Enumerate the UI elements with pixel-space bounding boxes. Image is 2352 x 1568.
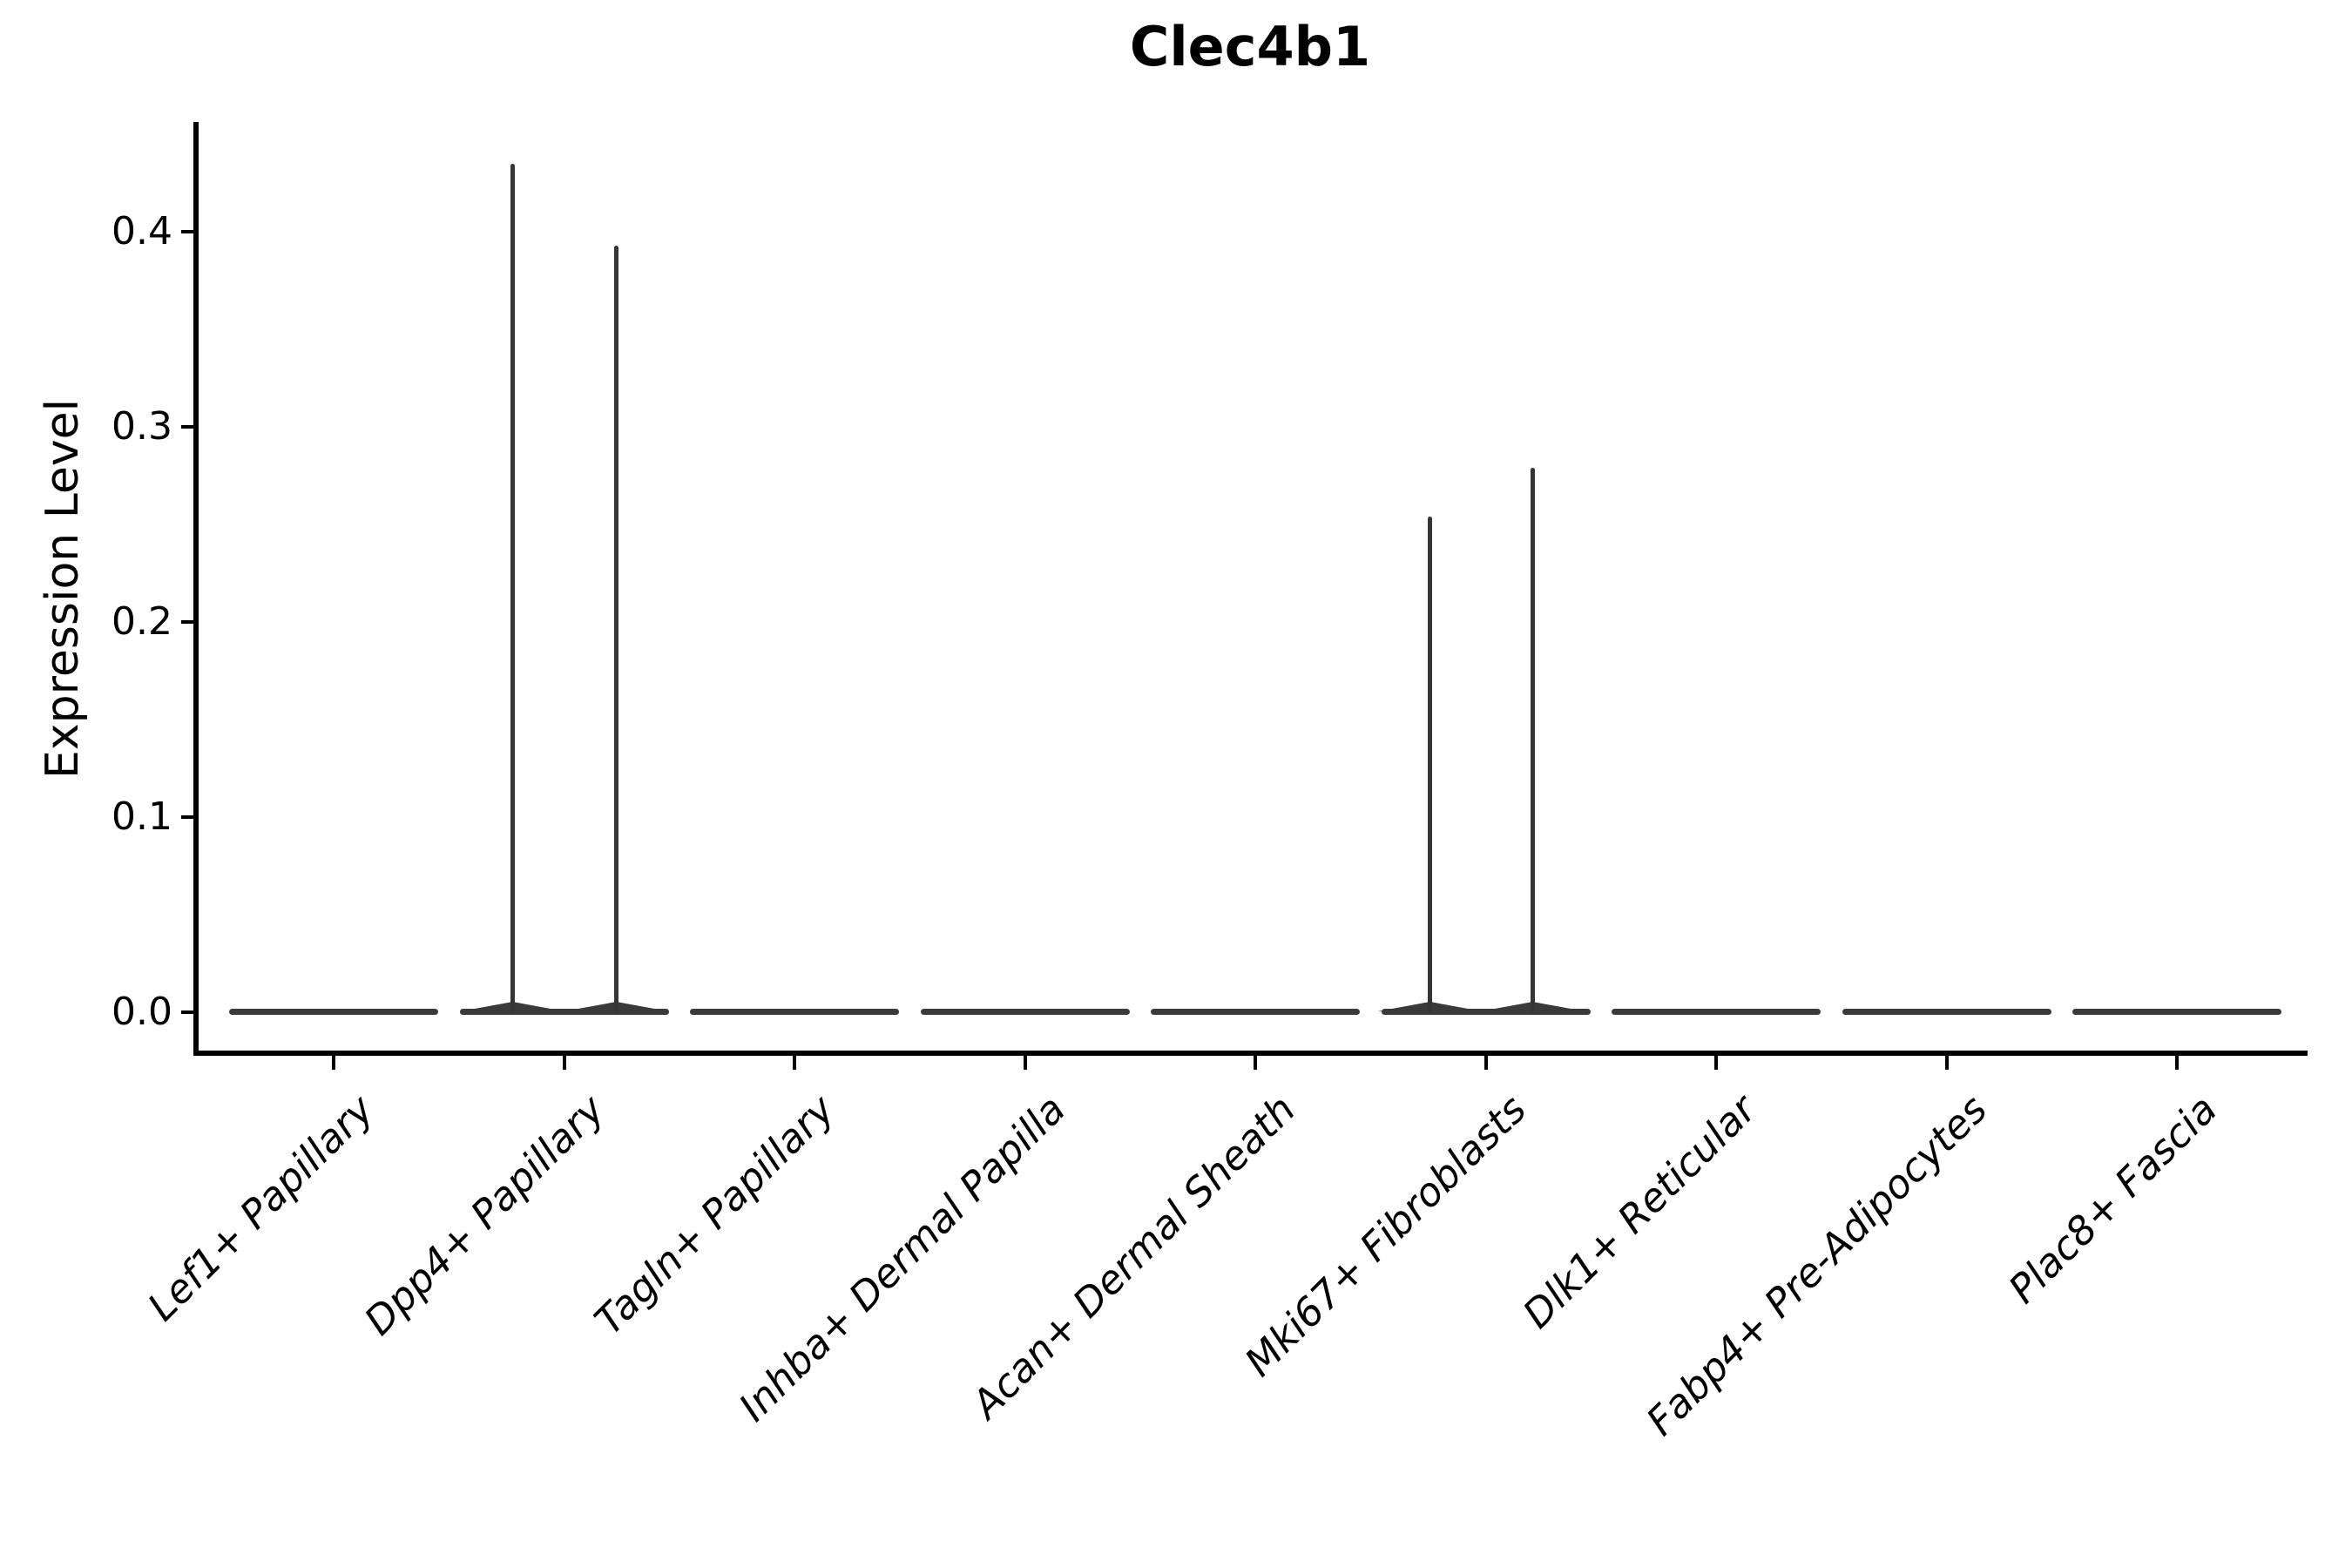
x-tick-label: Dlk1+ Reticular — [1513, 1085, 1766, 1338]
x-axis-spine — [193, 1051, 2308, 1056]
y-tick — [181, 815, 193, 819]
violin-body — [1842, 1009, 2051, 1015]
violin-body — [2072, 1009, 2281, 1015]
chart-title: Clec4b1 — [1129, 15, 1371, 78]
x-tick-label: Fabp4+ Pre-Adipocytes — [1637, 1085, 1996, 1445]
x-tick — [1944, 1056, 1949, 1070]
x-tick — [1484, 1056, 1488, 1070]
violin-body — [690, 1009, 899, 1015]
x-tick — [2175, 1056, 2179, 1070]
y-tick — [181, 230, 193, 233]
violin-spike — [1530, 468, 1535, 1012]
y-tick — [181, 620, 193, 624]
x-tick — [1023, 1056, 1027, 1070]
x-tick — [562, 1056, 566, 1070]
x-tick-label: Tagln+ Papillary — [585, 1085, 844, 1344]
violin-spike — [510, 163, 515, 1012]
violin-spike — [613, 245, 618, 1012]
x-tick-label: Plac8+ Fascia — [1999, 1085, 2227, 1313]
y-tick-label: 0.4 — [112, 209, 172, 253]
violin-spike — [1427, 517, 1432, 1012]
x-tick-label: Inhba+ Dermal Papilla — [729, 1085, 1074, 1430]
x-tick — [1714, 1056, 1718, 1070]
violin-body — [1612, 1009, 1821, 1015]
y-tick-label: 0.3 — [112, 404, 172, 449]
y-tick — [181, 425, 193, 429]
violin-body — [459, 1009, 669, 1015]
y-tick-label: 0.2 — [112, 599, 172, 644]
x-tick — [793, 1056, 796, 1070]
x-tick — [332, 1056, 335, 1070]
violin-body — [1381, 1009, 1591, 1015]
x-tick-label: Mki67+ Fibroblasts — [1235, 1085, 1535, 1386]
x-tick-label: Dpp4+ Papillary — [355, 1085, 613, 1344]
y-axis-spine — [193, 122, 199, 1056]
y-tick-label: 0.1 — [112, 794, 172, 839]
y-tick-label: 0.0 — [112, 990, 172, 1034]
violin-body — [1151, 1009, 1360, 1015]
violin-body — [920, 1009, 1130, 1015]
x-tick — [1254, 1056, 1257, 1070]
x-tick-label: Acan+ Dermal Sheath — [963, 1085, 1305, 1428]
violin-body — [229, 1009, 438, 1015]
y-tick — [181, 1010, 193, 1014]
